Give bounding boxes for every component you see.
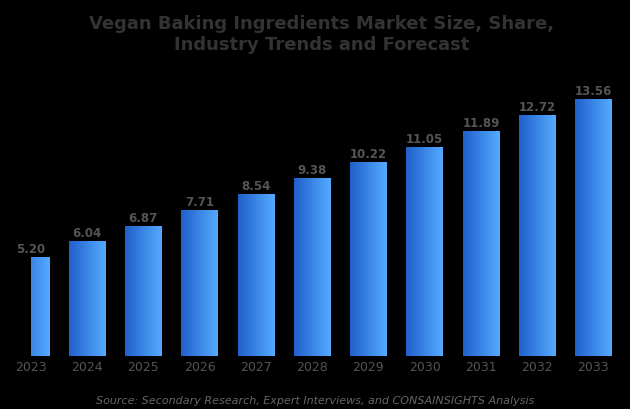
Text: 5.20: 5.20	[16, 243, 45, 256]
Text: 12.72: 12.72	[518, 101, 556, 114]
Text: 7.71: 7.71	[185, 195, 214, 208]
Text: 9.38: 9.38	[297, 164, 327, 177]
Text: 13.56: 13.56	[575, 85, 612, 98]
Title: Vegan Baking Ingredients Market Size, Share,
Industry Trends and Forecast: Vegan Baking Ingredients Market Size, Sh…	[89, 15, 554, 54]
Text: 6.04: 6.04	[72, 227, 101, 240]
Text: Source: Secondary Research, Expert Interviews, and CONSAINSIGHTS Analysis: Source: Secondary Research, Expert Inter…	[96, 395, 534, 405]
Text: 11.89: 11.89	[462, 117, 500, 129]
Text: 10.22: 10.22	[350, 148, 387, 161]
Text: 11.05: 11.05	[406, 132, 444, 145]
Text: 8.54: 8.54	[241, 180, 270, 193]
Text: 6.87: 6.87	[129, 211, 158, 224]
